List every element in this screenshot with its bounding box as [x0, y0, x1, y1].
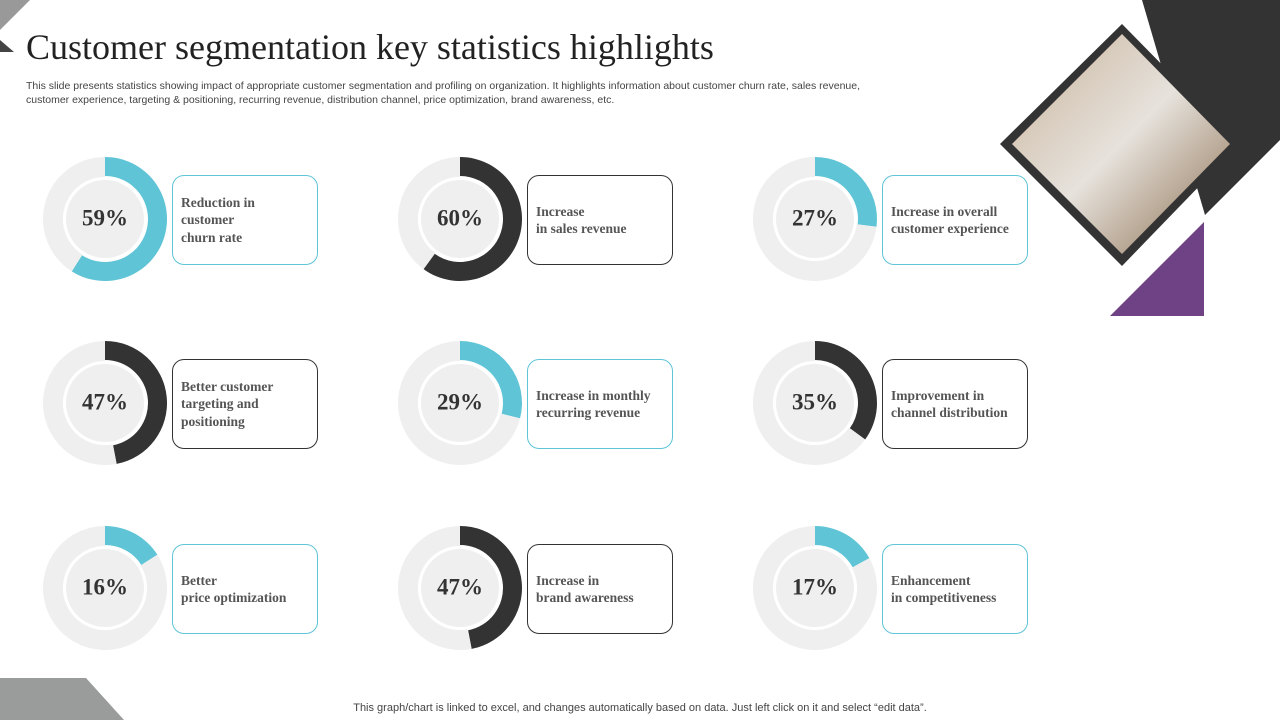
donut-segment	[815, 157, 877, 227]
donut-segment	[752, 526, 877, 650]
donut-center	[421, 364, 499, 442]
donut-center	[776, 180, 854, 258]
donut-center	[776, 364, 854, 442]
corner-decor	[1110, 222, 1204, 316]
label-box: Increase in sales revenue	[527, 175, 673, 265]
donut-segment	[423, 157, 522, 281]
donut-center	[776, 549, 854, 627]
donut-segment	[105, 341, 167, 464]
value-label: 27%	[792, 205, 838, 230]
donut-center	[66, 549, 144, 627]
donut-center	[421, 549, 499, 627]
donut-center	[66, 364, 144, 442]
label-box: Increase in brand awareness	[527, 544, 673, 634]
corner-decor	[0, 40, 14, 52]
value-label: 47%	[437, 574, 483, 599]
value-label: 60%	[437, 205, 483, 230]
corner-decor	[1142, 0, 1280, 215]
subtitle: This slide presents statistics showing i…	[26, 80, 861, 106]
value-label: 59%	[82, 205, 128, 230]
donut-segment	[42, 157, 105, 272]
label-box: Increase in monthly recurring revenue	[527, 359, 673, 449]
value-label: 35%	[792, 389, 838, 414]
donut-segment	[105, 526, 158, 565]
donut-center	[421, 180, 499, 258]
value-label: 29%	[437, 389, 483, 414]
donut-segment	[460, 341, 522, 419]
photo	[1012, 34, 1230, 254]
donut-segment	[753, 157, 877, 281]
label-box: Reduction in customer churn rate	[172, 175, 318, 265]
value-label: 47%	[82, 389, 128, 414]
value-label: 17%	[792, 574, 838, 599]
donut-segment	[460, 526, 522, 649]
donut-center	[66, 180, 144, 258]
corner-decor	[0, 0, 30, 30]
label-box: Enhancement in competitiveness	[882, 544, 1028, 634]
donut-segment	[815, 341, 877, 440]
donut-segment	[815, 526, 870, 568]
label-box: Better price optimization	[172, 544, 318, 634]
donut-segment	[397, 157, 460, 270]
donut-segment	[42, 341, 117, 465]
label-box: Better customer targeting and positionin…	[172, 359, 318, 449]
footer: This graph/chart is linked to excel, and…	[353, 702, 927, 714]
label-box: Increase in overall customer experience	[882, 175, 1028, 265]
donut-segment	[42, 526, 167, 651]
donut-segment	[398, 341, 521, 465]
label-box: Improvement in channel distribution	[882, 359, 1028, 449]
corner-decor	[0, 678, 124, 720]
title: Customer segmentation key statistics hig…	[26, 27, 714, 67]
value-label: 16%	[82, 574, 128, 599]
donut-segment	[71, 157, 167, 281]
donut-segment	[753, 341, 866, 466]
donut-segment	[398, 526, 472, 650]
